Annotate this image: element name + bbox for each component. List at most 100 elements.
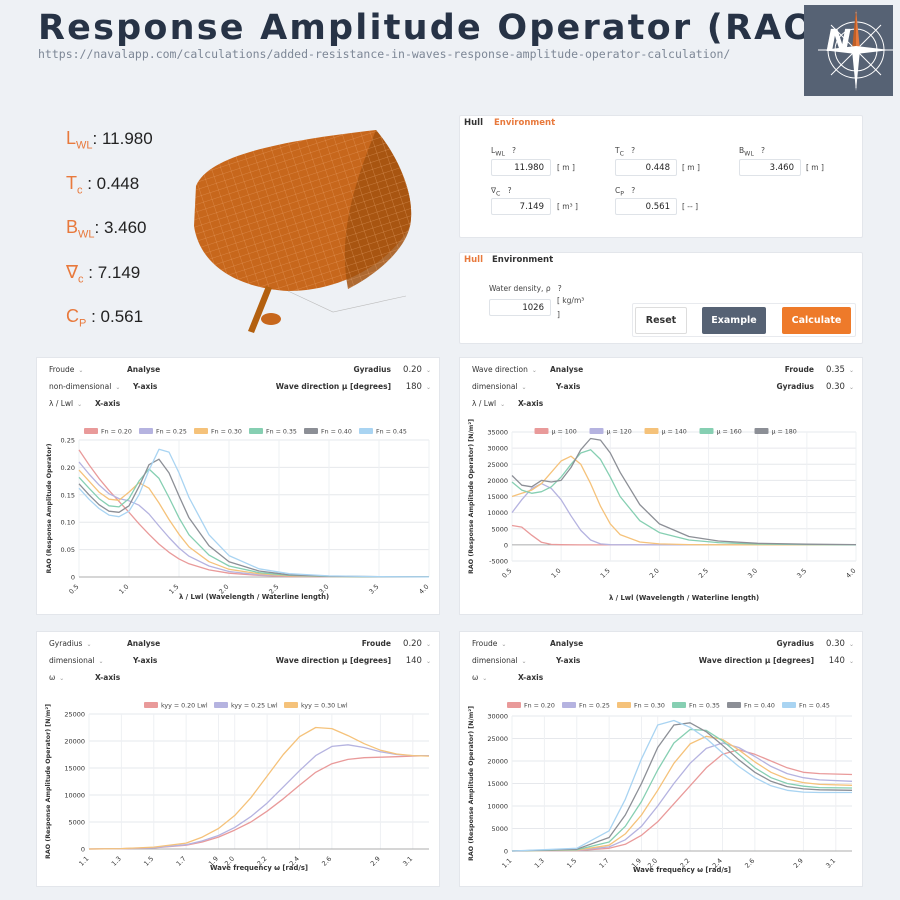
legend-swatch bbox=[84, 428, 98, 434]
y-axis-select[interactable]: dimensional ⌄ bbox=[472, 656, 527, 665]
rao-chart[interactable]: 0 5000 10000 15000 20000 25000 30000 1.1 1.3 1.5 1… bbox=[460, 632, 864, 890]
chevron-down-icon: ⌄ bbox=[98, 658, 104, 665]
y-tick-label: 25000 bbox=[487, 461, 508, 469]
legend-swatch bbox=[699, 428, 714, 434]
param2-select[interactable]: 0.30 ⌄ bbox=[826, 382, 854, 392]
y-tick-label: 0.10 bbox=[61, 519, 75, 527]
y-tick-label: 0 bbox=[504, 541, 508, 549]
x-tick-label: 1.5 bbox=[565, 857, 578, 870]
rao-chart[interactable]: -5000 0 5000 10000 15000 20000 25000 30000 35000… bbox=[460, 358, 864, 616]
y-axis-select[interactable]: dimensional ⌄ bbox=[49, 656, 104, 665]
y-tick-label: 20000 bbox=[487, 758, 508, 766]
x-axis-select[interactable]: ω ⌄ bbox=[472, 673, 488, 682]
legend-label: Fn = 0.45 bbox=[799, 703, 830, 710]
legend-swatch bbox=[562, 702, 576, 708]
param1-name: Froude bbox=[784, 365, 814, 374]
y-axis-select[interactable]: dimensional ⌄ bbox=[472, 382, 527, 391]
reset-button[interactable]: Reset bbox=[635, 307, 687, 334]
x-tick-label: 1.3 bbox=[533, 857, 546, 870]
param1-select[interactable]: 0.20 ⌄ bbox=[403, 639, 431, 649]
y-tick-label: 10000 bbox=[487, 803, 508, 811]
density-field[interactable]: 1026 bbox=[489, 299, 551, 316]
navalapp-logo[interactable]: N bbox=[804, 5, 894, 96]
param2-select[interactable]: 140 ⌄ bbox=[828, 656, 854, 666]
x-tick-label: 2.9 bbox=[369, 855, 382, 868]
rao-chart[interactable]: 00.050.100.150.200.250.5 1.0 1.5 2.0 2.5 3.0 3… bbox=[37, 358, 441, 616]
param2-select[interactable]: 140 ⌄ bbox=[405, 656, 431, 666]
tab-environment[interactable]: Environment bbox=[494, 118, 556, 128]
legend-swatch bbox=[359, 428, 373, 434]
y-axis-select[interactable]: non-dimensional ⌄ bbox=[49, 382, 121, 391]
chevron-down-icon: ⌄ bbox=[531, 367, 537, 374]
y-tick-label: 0.25 bbox=[61, 437, 75, 445]
chevron-down-icon: ⌄ bbox=[77, 401, 83, 408]
param1-select[interactable]: 0.35 ⌄ bbox=[826, 365, 854, 375]
legend-label: Fn = 0.40 bbox=[321, 429, 352, 436]
chevron-down-icon: ⌄ bbox=[59, 675, 65, 682]
chevron-down-icon: ⌄ bbox=[848, 641, 854, 648]
hull-3d-view[interactable] bbox=[188, 126, 418, 336]
x-axis-select[interactable]: λ / Lwl ⌄ bbox=[49, 399, 83, 408]
legend-swatch bbox=[249, 428, 263, 434]
tab-environment-2[interactable]: Environment bbox=[492, 255, 554, 265]
analyse-label: Analyse bbox=[550, 639, 584, 648]
legend-label: kyy = 0.20 Lwl bbox=[161, 703, 208, 710]
chevron-down-icon: ⌄ bbox=[501, 641, 507, 648]
legend-swatch bbox=[727, 702, 741, 708]
legend-label: Fn = 0.20 bbox=[101, 429, 132, 436]
chevron-down-icon: ⌄ bbox=[848, 367, 854, 374]
analyse-select[interactable]: Froude ⌄ bbox=[472, 639, 507, 648]
calculate-button[interactable]: Calculate bbox=[782, 307, 851, 334]
series-line bbox=[78, 469, 430, 578]
volume-field[interactable]: 7.149 bbox=[491, 198, 551, 215]
x-tick-label: 1.0 bbox=[117, 583, 130, 596]
y-axis-title: RAO (Response Amplitude Operator) [N/m²] bbox=[468, 419, 475, 574]
analyse-select[interactable]: Wave direction ⌄ bbox=[472, 365, 537, 374]
lwl-field[interactable]: 11.980 bbox=[491, 159, 551, 176]
chevron-down-icon: ⌄ bbox=[86, 641, 92, 648]
chevron-down-icon: ⌄ bbox=[425, 384, 431, 391]
y-tick-label: 10000 bbox=[64, 792, 85, 800]
x-tick-label: 0.5 bbox=[67, 583, 80, 596]
chevron-down-icon: ⌄ bbox=[425, 641, 431, 648]
cp-field[interactable]: 0.561 bbox=[615, 198, 677, 215]
param-volume: ∇c : 7.149 bbox=[66, 262, 141, 286]
x-axis-title: λ / Lwl (Wavelength / Waterline length) bbox=[179, 593, 329, 601]
series-line bbox=[511, 449, 857, 546]
x-axis-title: Wave frequency ω [rad/s] bbox=[633, 866, 731, 874]
legend-swatch bbox=[139, 428, 153, 434]
x-tick-label: 1.3 bbox=[110, 855, 123, 868]
x-tick-label: 3.1 bbox=[824, 857, 837, 870]
page-url: https://navalapp.com/calculations/added-… bbox=[38, 47, 731, 61]
legend-label: Fn = 0.25 bbox=[156, 429, 187, 436]
legend-label: μ = 120 bbox=[607, 429, 632, 436]
example-button[interactable]: Example bbox=[702, 307, 766, 334]
param1-select[interactable]: 0.30 ⌄ bbox=[826, 639, 854, 649]
y-tick-label: 20000 bbox=[487, 477, 508, 485]
series-line bbox=[88, 744, 429, 850]
y-tick-label: 0.05 bbox=[61, 546, 75, 554]
bwl-field[interactable]: 3.460 bbox=[739, 159, 801, 176]
legend-label: Fn = 0.35 bbox=[689, 703, 720, 710]
series-line bbox=[78, 458, 430, 578]
x-axis-select[interactable]: λ / Lwl ⌄ bbox=[472, 399, 506, 408]
analyse-label: Analyse bbox=[550, 365, 584, 374]
param1-select[interactable]: 0.20 ⌄ bbox=[403, 365, 431, 375]
x-axis-label: X-axis bbox=[518, 399, 544, 408]
y-tick-label: 35000 bbox=[487, 429, 508, 437]
legend-label: μ = 160 bbox=[717, 429, 742, 436]
analyse-select[interactable]: Froude ⌄ bbox=[49, 365, 84, 374]
series-line bbox=[78, 461, 430, 578]
tab-hull-2[interactable]: Hull bbox=[464, 255, 483, 265]
chevron-down-icon: ⌄ bbox=[115, 384, 121, 391]
legend-label: Fn = 0.30 bbox=[634, 703, 665, 710]
x-tick-label: 1.7 bbox=[598, 857, 611, 870]
y-tick-label: 5000 bbox=[491, 825, 508, 833]
param2-select[interactable]: 180 ⌄ bbox=[405, 382, 431, 392]
x-axis-select[interactable]: ω ⌄ bbox=[49, 673, 65, 682]
tc-field[interactable]: 0.448 bbox=[615, 159, 677, 176]
tab-hull[interactable]: Hull bbox=[464, 118, 483, 128]
analyse-select[interactable]: Gyradius ⌄ bbox=[49, 639, 92, 648]
y-axis-label: Y-axis bbox=[133, 656, 158, 665]
